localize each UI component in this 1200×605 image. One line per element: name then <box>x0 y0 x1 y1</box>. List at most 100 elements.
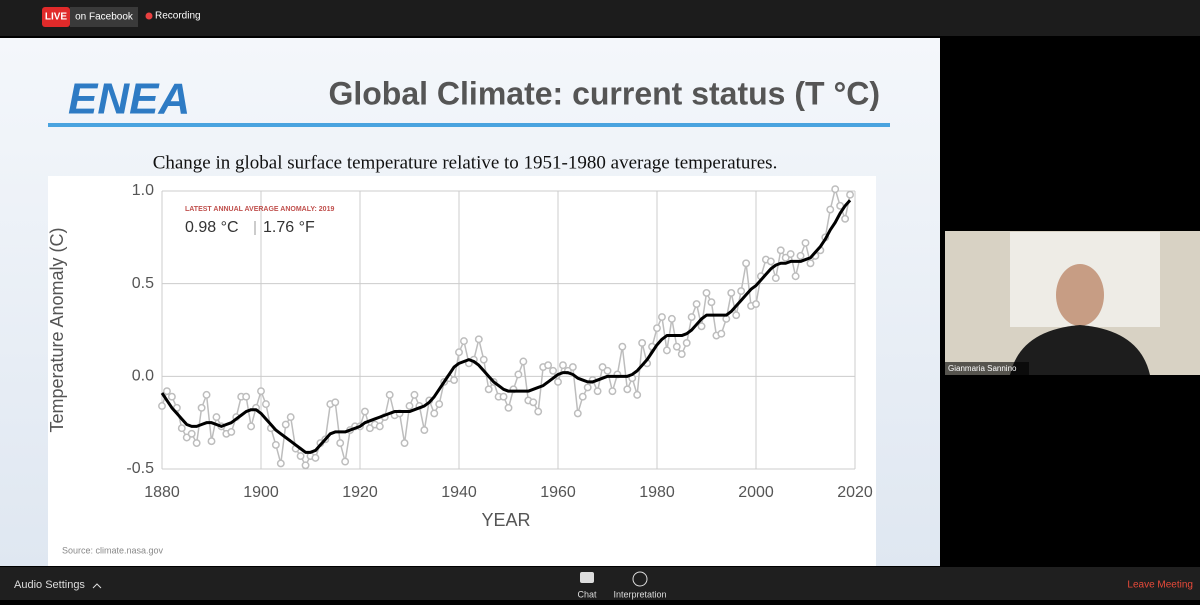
data-point <box>484 385 493 394</box>
data-point <box>583 383 592 392</box>
data-point <box>776 246 785 255</box>
data-point <box>375 422 384 431</box>
audio-caret[interactable] <box>92 583 102 589</box>
data-point <box>257 387 265 396</box>
data-point <box>692 300 701 309</box>
data-point <box>702 288 711 297</box>
data-point <box>653 324 661 333</box>
data-point <box>831 185 840 194</box>
data-point <box>192 439 201 448</box>
x-tick-label: 1900 <box>243 484 279 501</box>
y-tick-label: -0.5 <box>126 460 154 477</box>
data-point <box>341 457 350 466</box>
data-point <box>301 461 310 470</box>
data-point <box>534 407 543 416</box>
data-point <box>573 409 582 418</box>
data-point <box>331 398 340 407</box>
data-point <box>638 339 647 347</box>
data-point <box>212 413 221 422</box>
data-point <box>841 214 850 223</box>
data-point <box>846 190 854 199</box>
data-point <box>435 400 444 409</box>
data-point <box>727 288 736 297</box>
data-point <box>504 403 513 412</box>
series-line <box>160 199 852 454</box>
data-point <box>781 253 790 262</box>
data-point <box>593 387 602 396</box>
name-tag <box>945 362 1029 375</box>
data-point <box>514 370 523 379</box>
data-point <box>633 390 642 399</box>
data-point <box>707 298 716 307</box>
data-point <box>618 342 627 351</box>
chat-button[interactable]: Chat <box>577 589 597 599</box>
data-point <box>544 361 553 370</box>
live-badge <box>42 7 70 27</box>
data-point <box>460 337 468 346</box>
video-body <box>1010 325 1150 375</box>
platform-badge <box>70 7 138 27</box>
data-point <box>385 390 394 399</box>
data-point <box>227 427 236 436</box>
recording-text[interactable]: Recording <box>155 11 201 22</box>
data-point <box>662 346 671 355</box>
data-point <box>262 400 270 409</box>
video-face <box>1056 264 1104 326</box>
audio-settings[interactable]: Audio Settings <box>14 579 85 591</box>
data-point <box>177 424 186 433</box>
participant-name: Gianmaria Sannino <box>948 364 1017 373</box>
x-tick-label: 1920 <box>342 484 378 501</box>
data-point <box>742 259 751 268</box>
data-point <box>786 250 795 258</box>
bottom-bar <box>0 567 1200 600</box>
data-point <box>658 313 666 321</box>
data-point <box>826 205 835 214</box>
data-point <box>311 453 320 462</box>
data-point <box>247 422 256 431</box>
data-point <box>182 433 191 442</box>
interpretation-button[interactable]: Interpretation <box>613 589 666 599</box>
data-point <box>474 335 483 344</box>
leave-meeting[interactable]: Leave Meeting <box>1127 580 1193 591</box>
y-tick-label: 0.0 <box>132 368 154 385</box>
source: Source: climate.nasa.gov <box>62 545 164 555</box>
data-point <box>732 311 741 320</box>
annotation-heading: LATEST ANNUAL AVERAGE ANOMALY: 2019 <box>185 206 334 213</box>
data-point <box>365 424 374 433</box>
data-point <box>187 429 196 438</box>
annotation-celsius: 0.98 °C <box>185 219 239 236</box>
data-point <box>697 322 706 331</box>
data-point <box>717 329 726 338</box>
data-point <box>766 257 775 266</box>
data-point <box>410 390 419 399</box>
data-point <box>687 313 696 321</box>
data-point <box>336 439 345 448</box>
data-point <box>737 287 746 296</box>
live-text: LIVE <box>45 12 68 23</box>
title-rule <box>48 123 890 127</box>
data-point <box>286 413 295 422</box>
data-point <box>202 390 211 399</box>
data-point <box>400 439 409 448</box>
data-point <box>806 259 815 268</box>
data-point <box>499 392 508 401</box>
y-axis-label: Temperature Anomaly (C) <box>47 227 67 432</box>
y-tick-label: 1.0 <box>132 182 154 199</box>
data-point <box>276 459 285 468</box>
data-point <box>623 385 632 394</box>
data-point <box>667 314 676 323</box>
data-point <box>207 437 216 446</box>
x-tick-label: 2020 <box>837 484 873 501</box>
data-point <box>450 376 458 384</box>
top-bar <box>0 0 1200 36</box>
data-point <box>420 426 429 435</box>
slide-subtitle: Change in global surface temperature rel… <box>153 152 778 173</box>
data-point <box>271 440 280 449</box>
chat-icon[interactable] <box>580 572 594 583</box>
data-point <box>672 342 681 351</box>
data-point <box>603 366 612 375</box>
data-point <box>430 409 439 418</box>
data-point <box>752 300 760 309</box>
interpretation-icon[interactable] <box>632 571 648 587</box>
